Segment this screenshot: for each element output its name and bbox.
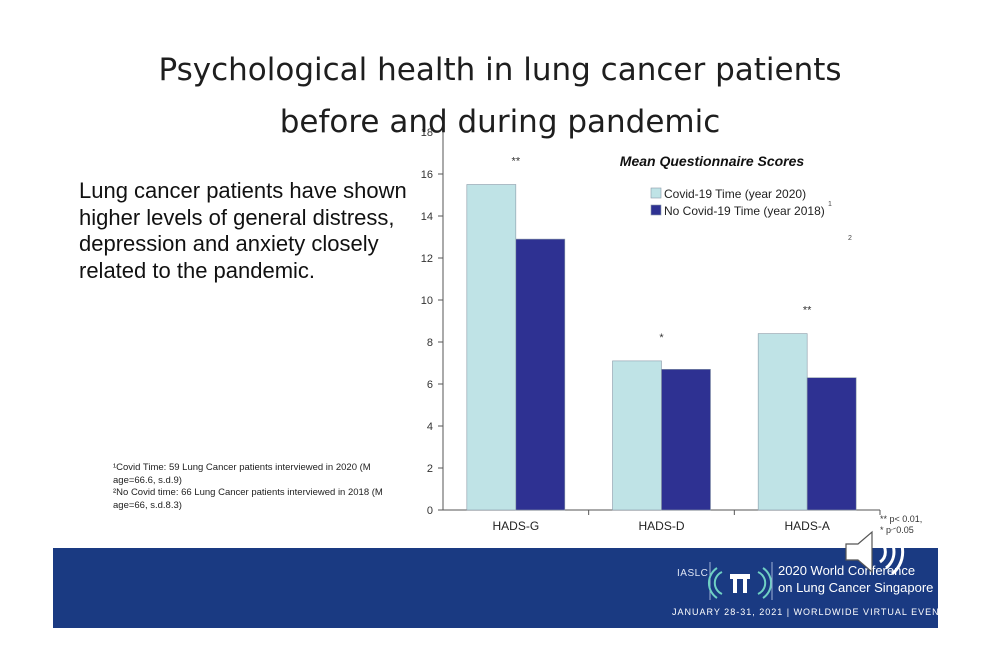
bar-hads-d-series-2 (661, 368, 711, 511)
y-tick-label: 12 (421, 253, 433, 265)
legend-marker-2: 2 (848, 235, 852, 242)
slide-title-line-2: before and during pandemic (279, 104, 721, 140)
y-tick-label-top: 18 (421, 127, 433, 139)
significance-note-line: ** p< 0.01, (880, 514, 922, 524)
bar-hads-a-series-1 (757, 333, 808, 511)
speaker-icon[interactable] (842, 522, 912, 582)
y-tick-label: 4 (427, 421, 433, 433)
chart-title: Mean Questionnaire Scores (620, 153, 805, 169)
y-tick-label: 0 (427, 505, 433, 517)
conference-logo-icon (708, 562, 773, 600)
y-tick-label: 6 (427, 379, 433, 391)
footnote-covid: ¹Covid Time: 59 Lung Cancer patients int… (113, 462, 371, 486)
slide-title-line-1: Psychological health in lung cancer pati… (158, 52, 842, 88)
y-tick-label: 2 (427, 463, 433, 475)
footnotes: ¹Covid Time: 59 Lung Cancer patients int… (113, 462, 403, 512)
legend-label-1: Covid-19 Time (year 2020) (664, 187, 806, 201)
x-tick-label: HADS-D (638, 519, 684, 533)
iaslc-logo-text: IASLC (677, 568, 709, 579)
slide-body-text: Lung cancer patients have shown higher l… (79, 178, 407, 283)
x-tick-label: HADS-A (784, 519, 829, 533)
y-tick-label: 8 (427, 337, 433, 349)
y-tick-label: 10 (421, 295, 433, 307)
y-tick-label: 16 (421, 169, 433, 181)
legend-label-2: No Covid-19 Time (year 2018) (664, 204, 825, 218)
conference-dates: JANUARY 28-31, 2021 | WORLDWIDE VIRTUAL … (672, 607, 947, 617)
bar-hads-a-series-2 (806, 377, 857, 511)
bar-hads-d-series-1 (612, 360, 662, 511)
footnote-no-covid: ²No Covid time: 66 Lung Cancer patients … (113, 487, 383, 511)
conference-name-line-2: on Lung Cancer Singapore (778, 580, 934, 595)
y-tick-label: 14 (421, 211, 433, 223)
conference-banner (53, 548, 938, 628)
significance-marker: * (659, 332, 664, 344)
significance-marker: ** (512, 156, 521, 168)
bar-hads-g-series-1 (466, 184, 517, 511)
bar-hads-g-series-2 (515, 238, 566, 511)
legend-marker-1: 1 (828, 201, 832, 208)
x-tick-label: HADS-G (492, 519, 539, 533)
significance-note-line: * p<0.05 (880, 525, 914, 535)
legend-swatch-1 (650, 187, 662, 199)
conference-name-line-1: 2020 World Conference (778, 563, 916, 578)
legend-swatch-2 (650, 204, 662, 216)
significance-marker: ** (803, 305, 812, 317)
